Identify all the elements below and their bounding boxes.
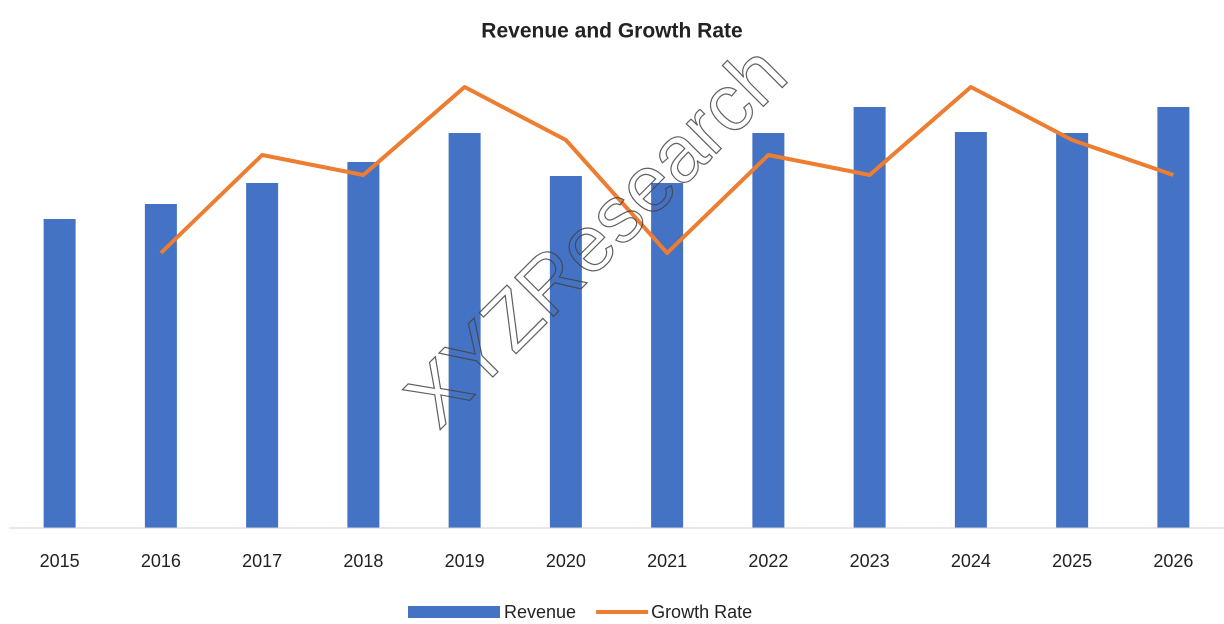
bar xyxy=(549,176,582,528)
x-tick-label: 2024 xyxy=(951,551,991,571)
x-tick-label: 2025 xyxy=(1052,551,1092,571)
bar xyxy=(43,219,76,528)
x-tick-label: 2017 xyxy=(242,551,282,571)
x-tick-label: 2019 xyxy=(445,551,485,571)
x-tick-label: 2021 xyxy=(647,551,687,571)
bar xyxy=(144,204,177,528)
bar xyxy=(752,133,785,528)
x-tick-label: 2015 xyxy=(40,551,80,571)
legend-key xyxy=(408,606,500,618)
bar xyxy=(853,107,886,528)
bar xyxy=(448,133,481,528)
legend-label: Growth Rate xyxy=(651,602,752,622)
bar xyxy=(1157,107,1190,528)
bar xyxy=(1056,133,1089,528)
bar xyxy=(954,132,987,528)
x-tick-label: 2018 xyxy=(343,551,383,571)
chart-title: Revenue and Growth Rate xyxy=(481,20,742,43)
line xyxy=(159,85,1175,255)
bar xyxy=(347,162,380,528)
x-tick-label: 2026 xyxy=(1153,551,1193,571)
x-tick-label: 2016 xyxy=(141,551,181,571)
x-tick-label: 2020 xyxy=(546,551,586,571)
x-tick-label: 2022 xyxy=(748,551,788,571)
bar xyxy=(246,183,279,528)
x-tick-label: 2023 xyxy=(850,551,890,571)
legend-label: Revenue xyxy=(504,602,576,622)
